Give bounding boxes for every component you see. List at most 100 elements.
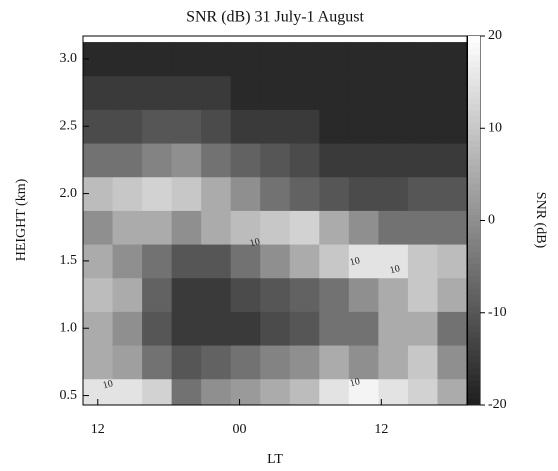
colorbar-step: [468, 146, 480, 154]
colorbar-step: [468, 103, 480, 111]
heatmap-cell: [201, 277, 232, 312]
colorbar-step: [468, 380, 480, 388]
heatmap-cell: [289, 378, 320, 405]
colorbar-label: SNR (dB): [533, 192, 548, 249]
colorbar-step: [468, 195, 480, 203]
colorbar-step: [468, 355, 480, 363]
heatmap-cell: [142, 277, 173, 312]
heatmap-cell: [289, 109, 320, 144]
heatmap-cell: [112, 277, 143, 312]
heatmap-cell: [319, 109, 350, 144]
heatmap-cell: [289, 75, 320, 110]
heatmap-cell: [112, 311, 143, 346]
colorbar-step: [468, 361, 480, 369]
heatmap-cell: [260, 277, 291, 312]
colorbar-step: [468, 238, 480, 246]
colorbar-step: [468, 386, 480, 394]
colorbar-step: [468, 48, 480, 55]
heatmap-cell: [230, 75, 261, 110]
heatmap-cell: [319, 311, 350, 346]
colorbar-step: [468, 294, 480, 301]
y-tick-label: 2.0: [60, 186, 78, 201]
heatmap-cell: [407, 109, 438, 144]
heatmap-cell: [171, 143, 202, 178]
colorbar-tick-label: -10: [488, 305, 507, 320]
heatmap-cell: [378, 210, 409, 245]
colorbar-step: [468, 91, 480, 98]
colorbar-step: [468, 152, 480, 160]
colorbar-step: [468, 183, 480, 191]
heatmap-cell: [171, 244, 202, 279]
heatmap-cell: [348, 75, 379, 110]
heatmap-cell: [348, 378, 379, 405]
heatmap-cell: [112, 109, 143, 144]
heatmap-cell: [289, 143, 320, 178]
contour-label: 10: [389, 263, 402, 276]
colorbar-step: [468, 288, 480, 295]
heatmap-cell: [437, 210, 467, 245]
heatmap-cell: [142, 210, 173, 245]
heatmap-cell: [201, 345, 232, 380]
heatmap-cell: [171, 345, 202, 380]
colorbar-step: [468, 42, 480, 49]
heatmap-cell: [319, 277, 350, 312]
heatmap-cell: [201, 244, 232, 279]
heatmap-cell: [201, 143, 232, 178]
heatmap-cell: [230, 244, 261, 279]
heatmap-cell: [319, 210, 350, 245]
colorbar-step: [468, 374, 480, 381]
heatmap-cell: [171, 109, 202, 144]
heatmap-cell: [201, 109, 232, 144]
colorbar-step: [468, 109, 480, 117]
x-tick-label: 00: [233, 422, 247, 437]
heatmap-cell: [142, 176, 173, 211]
heatmap-cell: [437, 277, 467, 312]
heatmap-cell: [289, 345, 320, 380]
heatmap-cell: [260, 143, 291, 178]
colorbar-step: [468, 251, 480, 258]
colorbar-tick-label: 20: [488, 28, 502, 43]
colorbar-step: [468, 85, 480, 92]
heatmap-cell: [201, 42, 232, 77]
contour-label: 10: [249, 236, 262, 249]
heatmap-cell: [230, 311, 261, 346]
colorbar-step: [468, 159, 480, 166]
heatmap-cell: [289, 311, 320, 346]
heatmap-cell: [230, 143, 261, 178]
colorbar-step: [468, 318, 480, 326]
heatmap-cell: [289, 244, 320, 279]
heatmap-cell: [260, 244, 291, 279]
heatmap-cell: [348, 210, 379, 245]
heatmap-cell: [112, 143, 143, 178]
heatmap-cell: [171, 210, 202, 245]
heatmap-cell: [289, 176, 320, 211]
heatmap-cell: [319, 244, 350, 279]
colorbar-step: [468, 165, 480, 172]
heatmap-cell: [378, 311, 409, 346]
colorbar-step: [468, 349, 480, 357]
colorbar-step: [468, 331, 480, 338]
heatmap-cell: [83, 277, 114, 312]
heatmap-cell: [378, 277, 409, 312]
heatmap-cell: [171, 42, 202, 77]
colorbar-step: [468, 220, 480, 228]
heatmap-cell: [260, 75, 291, 110]
heatmap-cell: [407, 244, 438, 279]
colorbar-step: [468, 140, 480, 148]
heatmap-cell: [112, 244, 143, 279]
colorbar-step: [468, 306, 480, 314]
colorbar-step: [468, 36, 480, 43]
heatmap-cell: [348, 143, 379, 178]
contour-label: 10: [349, 255, 362, 268]
heatmap-cell: [289, 210, 320, 245]
colorbar-step: [468, 60, 480, 68]
colorbar-step: [468, 392, 480, 400]
colorbar-step: [468, 79, 480, 86]
heatmap-cell: [142, 311, 173, 346]
heatmap-cell: [378, 378, 409, 405]
heatmap-cell: [378, 143, 409, 178]
heatmap-cell: [230, 42, 261, 77]
heatmap-cell: [83, 210, 114, 245]
colorbar-step: [468, 122, 480, 129]
x-axis-label: LT: [267, 452, 283, 467]
